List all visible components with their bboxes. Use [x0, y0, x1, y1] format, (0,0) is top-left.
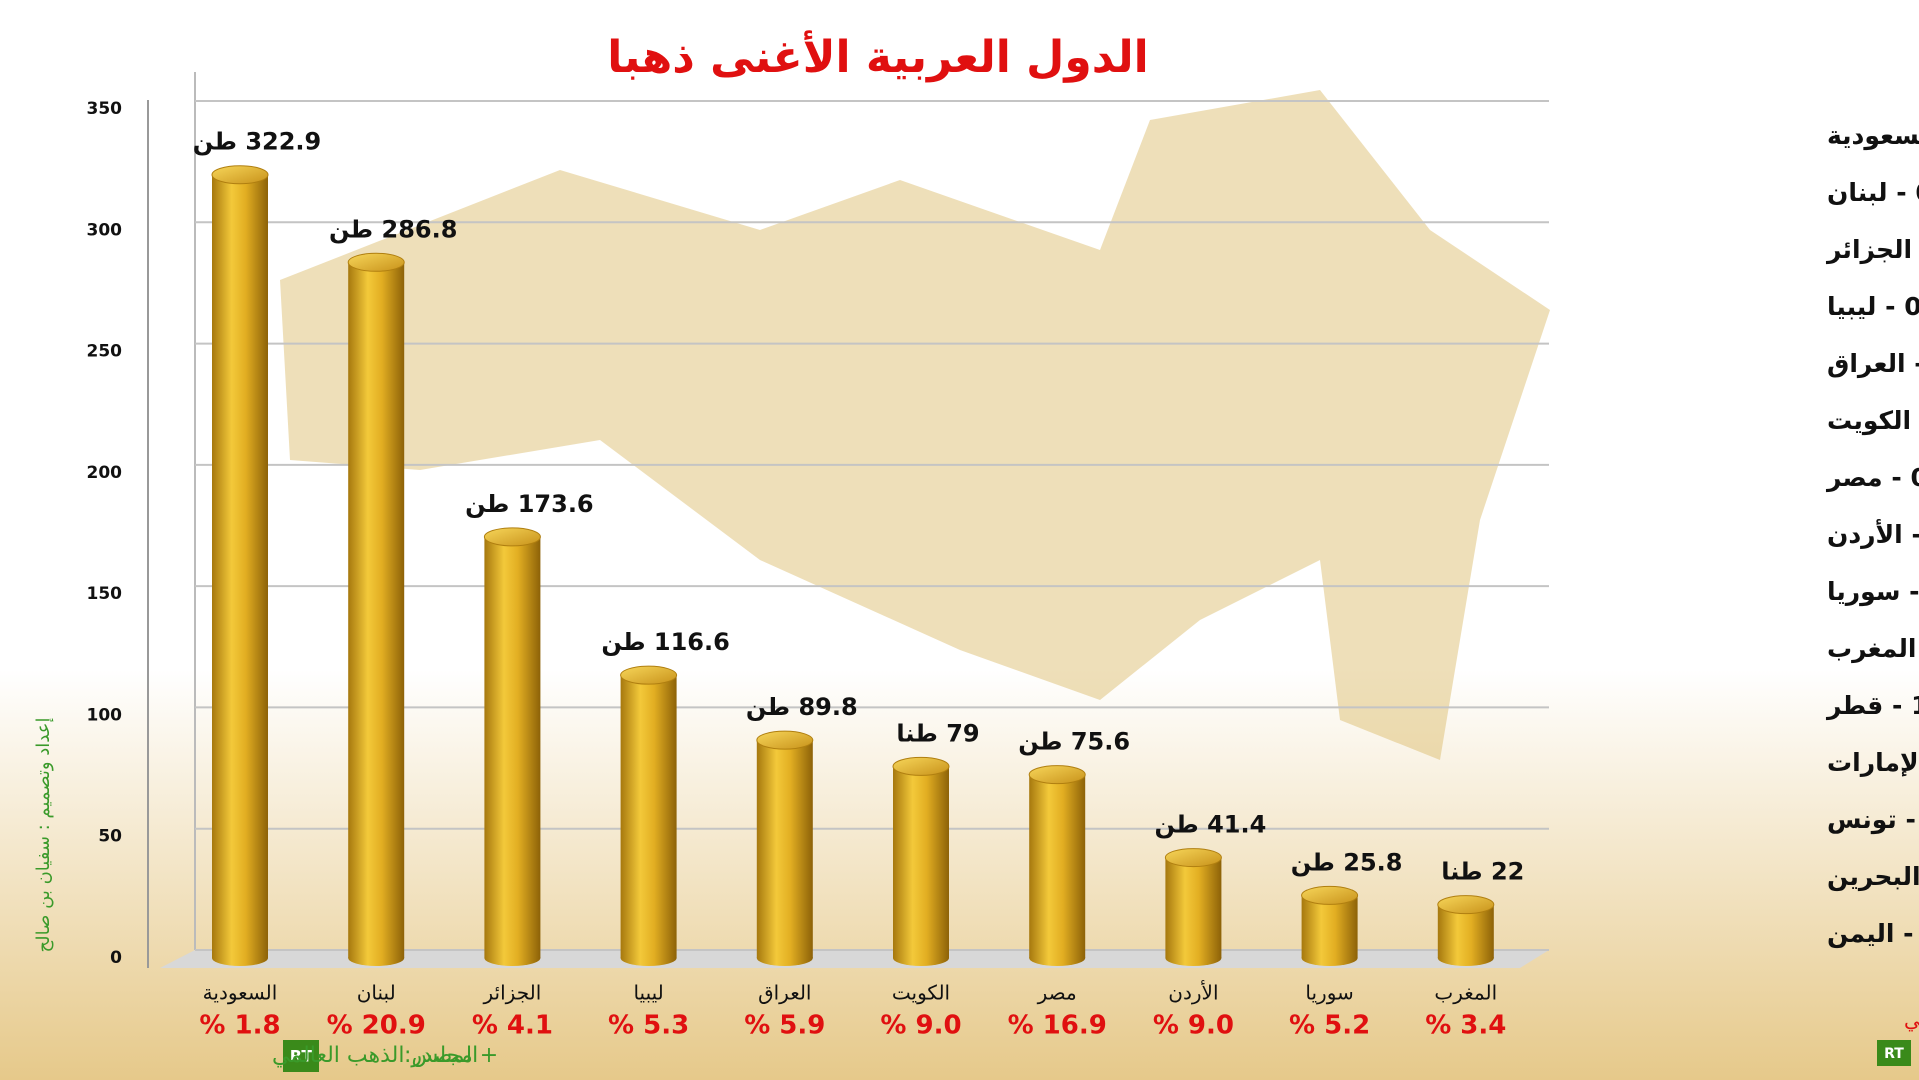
bar-base: [1301, 950, 1358, 966]
bar: [1301, 895, 1358, 958]
bar: [620, 675, 677, 958]
value-label: 75.6 طن: [1018, 728, 1130, 756]
share-caption: نسبة الذهب من احتياطيات النقد الأجنبي: [1904, 1008, 1919, 1033]
bar-base: [1165, 950, 1222, 966]
bar-top: [892, 756, 950, 776]
bar: [1165, 857, 1222, 958]
chart-title: الدول العربية الأغنى ذهبا: [607, 30, 1148, 83]
bar-base: [212, 950, 268, 966]
x-tick-label: الجزائر: [483, 981, 542, 1005]
ranking-item: 13 - البحرين: [1827, 862, 1919, 892]
bar-top: [1028, 765, 1086, 785]
bar: [756, 740, 813, 958]
source-label: المصدر:: [404, 1043, 478, 1068]
ranking-item: 04 - العراق: [1827, 349, 1919, 379]
ranking-item: 10 - قطر: [1825, 691, 1919, 721]
share-label: % 16.9: [1008, 1011, 1107, 1041]
x-tick-label: مصر: [1037, 981, 1077, 1005]
bar-top: [347, 252, 405, 272]
bar-base: [484, 950, 541, 966]
bar-base: [348, 950, 405, 966]
bar-top: [1301, 885, 1359, 905]
share-label: % 5.9: [744, 1011, 825, 1041]
bar-top: [1164, 848, 1222, 868]
bar: [1029, 774, 1086, 958]
source-name: + مجلس الذهب العالمي: [272, 1043, 498, 1068]
ranking-item: 09 - المغرب: [1827, 634, 1919, 664]
value-label: 322.9 طن: [193, 128, 321, 156]
y-tick-label: 0: [110, 948, 122, 968]
bar-base: [756, 950, 813, 966]
corner-logo: RT: [1884, 1046, 1904, 1062]
share-label: % 5.3: [608, 1011, 689, 1041]
bar-top: [756, 730, 814, 750]
bar-top: [1437, 895, 1495, 915]
value-label: 25.8 طن: [1291, 848, 1403, 876]
ranking-item: 03 - الجزائر: [1825, 235, 1919, 265]
credit: إعداد وتصميم : سفيان بن صالح: [33, 718, 54, 953]
map-background: [280, 90, 1550, 760]
bar: [212, 174, 268, 958]
x-tick-label: الأردن: [1168, 981, 1218, 1005]
bar-base: [1437, 950, 1494, 966]
ranking-item: 12 - تونس: [1827, 805, 1919, 835]
share-label: % 9.0: [880, 1011, 961, 1041]
share-label: % 3.4: [1425, 1011, 1506, 1041]
value-label: 116.6 طن: [601, 628, 729, 656]
bar-base: [1029, 950, 1086, 966]
ranking-item: 14 - اليمن: [1827, 919, 1919, 949]
ranking-item: 06 - مصر: [1825, 463, 1919, 493]
ranking-item: 03 - ليبيا: [1827, 292, 1919, 321]
source-logo-box: [283, 1040, 319, 1072]
ranking-item: 07 - الأردن: [1827, 519, 1919, 549]
ranking-item: 02 - لبنان: [1827, 178, 1919, 207]
share-label: % 20.9: [327, 1011, 426, 1041]
bar-base: [893, 950, 949, 966]
source-logo: RT: [290, 1047, 313, 1066]
ranking-item: 01 - السعودية: [1827, 121, 1919, 151]
x-tick-label: سوريا: [1305, 981, 1353, 1005]
x-tick-label: لبنان: [357, 981, 396, 1005]
value-label: 41.4 طن: [1155, 811, 1267, 839]
x-tick-label: الكويت: [892, 981, 950, 1005]
x-tick-label: السعودية: [203, 981, 278, 1005]
bar-top: [483, 527, 541, 547]
y-tick-label: 350: [87, 99, 123, 119]
x-tick-label: ليبيا: [633, 981, 663, 1005]
y-tick-label: 300: [87, 220, 123, 240]
value-label: 79 طنا: [896, 719, 979, 747]
bar: [484, 536, 541, 958]
value-label: 173.6 طن: [465, 490, 593, 518]
corner-logo-box: [1877, 1040, 1911, 1066]
y-tick-label: 200: [87, 463, 123, 483]
share-label: % 1.8: [199, 1011, 280, 1041]
y-tick-label: 150: [87, 584, 123, 604]
bar-top: [211, 165, 269, 185]
ranking-item: 05 - الكويت: [1827, 406, 1919, 436]
share-label: % 4.1: [472, 1011, 553, 1041]
y-tick-label: 250: [87, 342, 123, 362]
bar: [893, 766, 949, 958]
y-tick-label: 50: [98, 827, 122, 847]
x-tick-label: العراق: [758, 981, 811, 1005]
ranking-item: 08 - سوريا: [1827, 577, 1919, 607]
value-label: 22 طنا: [1441, 858, 1524, 886]
bar-base: [620, 950, 677, 966]
y-tick-label: 100: [87, 705, 123, 725]
value-label: 286.8 طن: [329, 215, 457, 243]
x-tick-label: المغرب: [1434, 981, 1497, 1005]
share-label: % 9.0: [1153, 1011, 1234, 1041]
value-label: 89.8 طن: [746, 693, 858, 721]
ranking-item: 11 - الإمارات: [1827, 748, 1919, 777]
bar: [348, 262, 405, 958]
bar-top: [620, 665, 678, 685]
share-label: % 5.2: [1289, 1011, 1370, 1041]
